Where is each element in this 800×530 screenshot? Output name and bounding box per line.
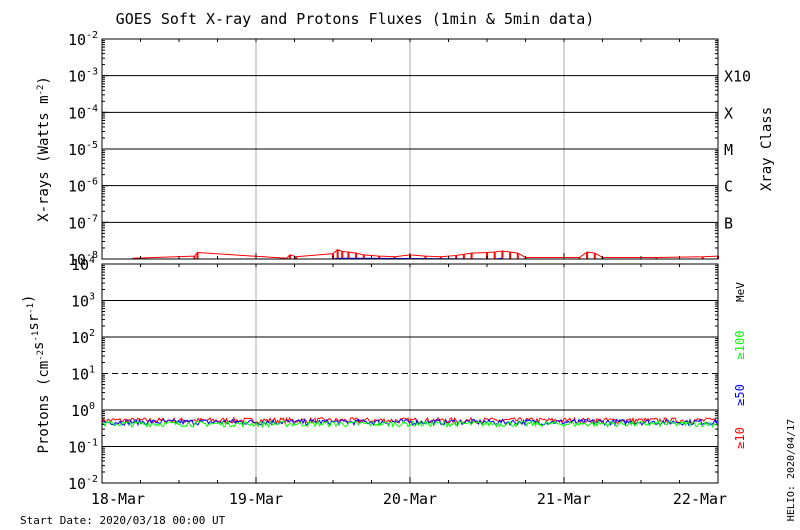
proton-y-tick-label: 10-1 xyxy=(68,438,98,457)
proton-y-tick-label: 103 xyxy=(71,292,95,311)
xray-y-tick-label: 10-8 xyxy=(68,250,98,269)
xray-class-labels: BC M X X10 xyxy=(724,68,751,233)
xray-y-tick-label: 10-7 xyxy=(68,213,98,232)
xray-y-tick-label: 10-6 xyxy=(68,177,98,196)
x-tick-label: 21-Mar xyxy=(537,490,591,508)
xray-y-tick-label: 10-4 xyxy=(68,103,98,122)
xray-series xyxy=(131,249,719,260)
proton-legend-2: ≥100 xyxy=(733,331,747,360)
proton-y-tick-label: 10-2 xyxy=(68,474,98,493)
x-tick-label: 20-Mar xyxy=(383,490,437,508)
proton-y-tick-label: 104 xyxy=(71,255,95,274)
proton-panel: 10-2 10-1 100 101 102 103 104 Protons (cm-2s-1… xyxy=(21,255,747,493)
proton-y-tick-label: 102 xyxy=(71,328,95,347)
xray-grid xyxy=(102,38,718,260)
credit-label: HELIO: 2020/04/17 xyxy=(786,419,797,521)
proton-y-tick-labels: 10-2 10-1 100 101 102 103 104 xyxy=(68,255,98,493)
proton-legend-1: ≥50 xyxy=(733,384,747,406)
chart-title: GOES Soft X-ray and Protons Fluxes (1min… xyxy=(116,10,595,28)
xray-class-label: B xyxy=(724,214,733,232)
xray-class-label: X xyxy=(724,104,733,122)
proton-energy-legend: ≥10 ≥50 ≥100 xyxy=(733,331,747,449)
xray-class-label: C xyxy=(724,178,733,196)
proton-grid xyxy=(102,263,718,484)
proton-flux-line xyxy=(101,419,718,429)
x-tick-label: 19-Mar xyxy=(229,490,283,508)
proton-legend-0: ≥10 xyxy=(733,427,747,449)
xray-y-tick-label: 10-2 xyxy=(68,30,98,49)
xray-y-axis-label: X-rays (Watts m-2) xyxy=(36,76,52,222)
xray-class-label: M xyxy=(724,141,733,159)
x-tick-label: 18-Mar xyxy=(91,490,145,508)
x-tick-labels: 18-Mar 19-Mar 20-Mar 21-Mar 22-Mar xyxy=(91,39,727,508)
start-date-label: Start Date: 2020/03/18 00:00 UT xyxy=(20,514,226,527)
xray-class-label: X10 xyxy=(724,68,751,86)
xray-y-tick-labels: 10-8 10-7 10-6 10-5 10-4 10-3 10-2 xyxy=(68,30,98,269)
xray-y-tick-label: 10-3 xyxy=(68,67,98,86)
xray-flux-line xyxy=(132,249,719,259)
proton-y-axis-label: Protons (cm-2s-1sr-1) xyxy=(21,295,52,454)
energy-unit-label: MeV xyxy=(734,282,747,302)
xray-class-axis-label: Xray Class xyxy=(759,107,775,191)
proton-y-tick-label: 100 xyxy=(71,401,95,420)
x-tick-label: 22-Mar xyxy=(673,490,727,508)
proton-series xyxy=(101,416,718,429)
xray-panel: 10-8 10-7 10-6 10-5 10-4 10-3 10-2 BC M X X10 Xra… xyxy=(36,30,775,269)
proton-y-tick-label: 101 xyxy=(71,365,95,384)
xray-y-tick-label: 10-5 xyxy=(68,140,98,159)
